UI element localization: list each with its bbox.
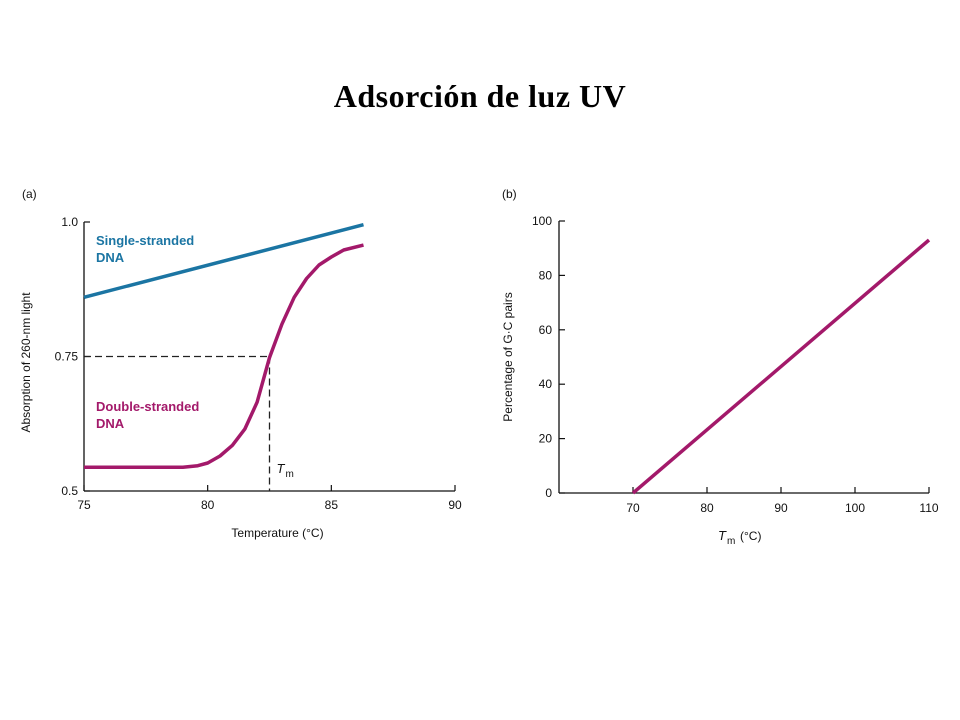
y-axis-title-b: Percentage of G·C pairs [501,292,515,421]
x-tick-label-a: 80 [201,498,215,512]
x-axis-title-b: T [718,528,727,543]
y-tick-label-b: 0 [545,486,552,500]
chart-a: (a) 75 80 85 90 0.5 0.75 1.0 Temperature (°C) Abs… [19,187,462,540]
x-tick-label-b: 100 [845,501,865,515]
x-axis-title-a: Temperature (°C) [231,526,323,540]
y-axis-title-a: Absorption of 260-nm light [19,292,33,433]
x-axis-title-b-unit: (°C) [740,529,761,543]
tm-label-subscript: m [286,469,294,480]
slide-title: Adsorción de luz UV [333,78,627,114]
panel-label-a: (a) [22,187,37,201]
x-tick-label-b: 70 [626,501,640,515]
x-axis-title-b-subscript: m [727,536,735,547]
y-tick-label-b: 100 [532,214,552,228]
y-tick-label-b: 80 [539,268,553,282]
y-tick-label-b: 40 [539,377,553,391]
x-tick-label-b: 90 [774,501,788,515]
panel-label-b: (b) [502,187,517,201]
gc-percentage-line [631,238,931,495]
x-tick-label-b: 80 [700,501,714,515]
y-tick-label-b: 20 [539,432,553,446]
double-stranded-label: DNA [96,416,125,431]
single-stranded-label: DNA [96,250,125,265]
double-stranded-label: Double-stranded [96,399,199,414]
chart-b: (b) 70 80 90 100 110 0 20 40 60 80 100 T m (°C) Percent… [501,187,939,547]
x-tick-label-a: 90 [448,498,462,512]
x-tick-label-a: 75 [77,498,91,512]
single-stranded-line [83,223,364,299]
x-tick-label-a: 85 [325,498,339,512]
double-stranded-line [84,243,364,470]
y-tick-label-a: 1.0 [61,215,78,229]
y-tick-label-a: 0.5 [61,484,78,498]
tm-label: T [277,461,286,476]
x-tick-label-b: 110 [919,501,938,515]
y-tick-label-b: 60 [539,323,553,337]
y-tick-label-a: 0.75 [55,350,79,364]
single-stranded-label: Single-stranded [96,233,194,248]
